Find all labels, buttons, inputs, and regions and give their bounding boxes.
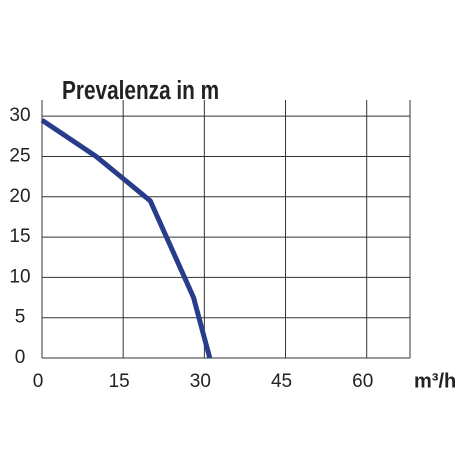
x-axis-label: m³/h xyxy=(414,370,456,392)
y-tick-label: 20 xyxy=(9,186,30,207)
chart-title: Prevalenza in m xyxy=(62,76,219,105)
x-tick-label: 15 xyxy=(109,371,130,392)
x-tick-label: 30 xyxy=(190,371,211,392)
y-tick-label: 25 xyxy=(9,145,30,166)
x-tick-label: 0 xyxy=(33,371,44,392)
y-tick-label: 10 xyxy=(9,266,30,287)
x-tick-label: 60 xyxy=(352,371,373,392)
y-tick-label: 5 xyxy=(15,307,26,328)
x-tick-label: 45 xyxy=(271,371,292,392)
y-tick-label: 15 xyxy=(9,226,30,247)
y-tick-label: 30 xyxy=(9,105,30,126)
data-line xyxy=(40,118,213,359)
y-tick-label: 0 xyxy=(15,347,26,368)
